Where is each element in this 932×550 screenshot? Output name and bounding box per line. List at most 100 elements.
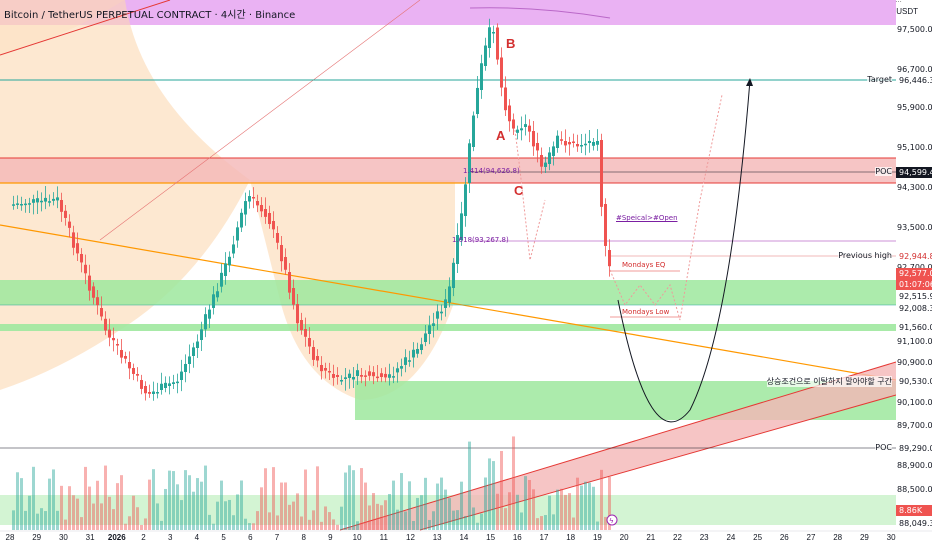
candle-body bbox=[504, 87, 507, 111]
candle-body bbox=[236, 227, 239, 241]
time-tick: 8 bbox=[301, 533, 306, 542]
volume-bar bbox=[436, 483, 439, 530]
volume-bar bbox=[32, 466, 35, 530]
orange-curve-zone bbox=[0, 0, 125, 55]
candle-body bbox=[556, 135, 559, 148]
candle-body bbox=[224, 263, 227, 276]
candle-body bbox=[540, 155, 543, 167]
volume-bar bbox=[460, 481, 463, 530]
volume-bar bbox=[584, 481, 587, 530]
candle-body bbox=[188, 356, 191, 364]
candle-body bbox=[472, 115, 475, 147]
volume-bar bbox=[88, 486, 91, 530]
candle-body bbox=[452, 262, 455, 288]
volume-bar bbox=[240, 480, 243, 530]
volume-bar bbox=[100, 503, 103, 530]
candle-body bbox=[136, 374, 139, 376]
volume-bar bbox=[588, 482, 591, 530]
volume-bar bbox=[124, 523, 127, 530]
candle-body bbox=[176, 381, 179, 384]
candle-body bbox=[72, 232, 75, 248]
volume-bar bbox=[76, 498, 79, 530]
time-tick: 7 bbox=[274, 533, 280, 542]
candle-body bbox=[100, 308, 103, 317]
candle-body bbox=[564, 141, 567, 146]
candle-body bbox=[456, 235, 459, 264]
volume-bar bbox=[572, 517, 575, 530]
candle-body bbox=[92, 286, 95, 298]
candle-body bbox=[140, 380, 143, 389]
candle-body bbox=[168, 383, 171, 386]
candle-body bbox=[172, 382, 175, 384]
candle-body bbox=[84, 264, 87, 274]
candle-body bbox=[444, 299, 447, 308]
volume-bar bbox=[92, 503, 95, 530]
volume-bar bbox=[564, 494, 567, 530]
volume-bar bbox=[256, 511, 259, 530]
candle-body bbox=[536, 143, 539, 151]
candle-body bbox=[216, 291, 219, 298]
candle-body bbox=[212, 294, 215, 308]
volume-bar bbox=[480, 513, 483, 530]
candle-body bbox=[196, 341, 199, 348]
candle-body bbox=[484, 45, 487, 66]
volume-bar bbox=[28, 495, 31, 530]
volume-bar bbox=[36, 513, 39, 530]
volume-bar bbox=[416, 497, 419, 530]
volume-bar bbox=[344, 472, 347, 530]
candle-body bbox=[448, 286, 451, 303]
candle-body bbox=[380, 373, 383, 377]
candle-body bbox=[20, 204, 23, 206]
candle-body bbox=[36, 198, 39, 203]
volume-bar bbox=[348, 465, 351, 530]
candle-body bbox=[316, 356, 319, 361]
volume-bar bbox=[252, 523, 255, 530]
candle-body bbox=[572, 141, 575, 143]
volume-bar bbox=[160, 520, 163, 530]
volume-bar bbox=[492, 461, 495, 530]
volume-bar bbox=[340, 506, 343, 530]
time-tick: 13 bbox=[432, 533, 442, 542]
volume-bar bbox=[116, 483, 119, 530]
volume-bar bbox=[172, 471, 175, 530]
price-tick: 96,700.0 bbox=[897, 65, 932, 74]
flash-icon[interactable] bbox=[606, 514, 618, 526]
volume-bar bbox=[236, 494, 239, 530]
volume-bar bbox=[304, 469, 307, 530]
chart-title: Bitcoin / TetherUS PERPETUAL CONTRACT · … bbox=[4, 10, 296, 21]
candle-body bbox=[528, 125, 531, 132]
volume-bar bbox=[508, 492, 511, 530]
candle-body bbox=[596, 141, 599, 145]
candle-body bbox=[344, 377, 347, 379]
volume-bar bbox=[468, 441, 471, 530]
time-tick: 23 bbox=[699, 533, 709, 542]
candle-body bbox=[396, 368, 399, 373]
candle-body bbox=[280, 245, 283, 262]
candle-body bbox=[476, 87, 479, 114]
candle-body bbox=[412, 349, 415, 358]
time-tick: 4 bbox=[194, 533, 200, 542]
candle-body bbox=[508, 105, 511, 122]
current-price-tag: 92,577.0 bbox=[896, 267, 932, 279]
time-tick: 15 bbox=[486, 533, 496, 542]
candle-body bbox=[56, 197, 59, 201]
price-tick: 89,700.0 bbox=[897, 421, 932, 430]
candle-body bbox=[52, 198, 55, 201]
projection-dotted-left bbox=[514, 129, 546, 261]
volume-bar bbox=[188, 475, 191, 530]
candle-body bbox=[80, 254, 83, 263]
volume-bar bbox=[52, 469, 55, 530]
volume-bar bbox=[56, 510, 59, 530]
candle-body bbox=[424, 333, 427, 342]
candle-body bbox=[392, 376, 395, 378]
volume-bar bbox=[128, 516, 131, 530]
volume-bar bbox=[504, 508, 507, 530]
price-tick: 88,900.0 bbox=[897, 461, 932, 470]
poc-lower-tag: 89,290.0 bbox=[896, 442, 932, 454]
candle-body bbox=[288, 272, 291, 293]
candle-body bbox=[248, 196, 251, 202]
price-tick: 93,500.0 bbox=[897, 223, 932, 232]
volume-bar bbox=[144, 518, 147, 530]
candle-body bbox=[112, 338, 115, 341]
